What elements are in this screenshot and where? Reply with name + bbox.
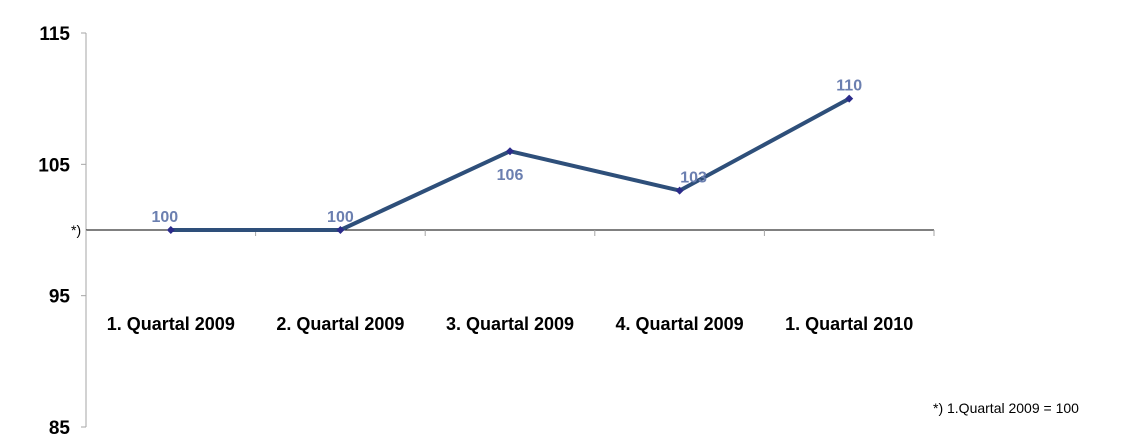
y-axis: 115 105 95 85 xyxy=(38,24,87,439)
data-label: 103 xyxy=(680,170,707,187)
data-labels: 100 100 106 103 110 xyxy=(151,78,862,226)
x-tick-label: 1. Quartal 2009 xyxy=(107,314,235,334)
x-tick-label: 4. Quartal 2009 xyxy=(616,314,744,334)
data-point-marker xyxy=(845,94,854,103)
x-axis: 1. Quartal 2009 2. Quartal 2009 3. Quartal… xyxy=(85,229,935,334)
data-label: 100 xyxy=(327,209,354,226)
y-tick-label: 105 xyxy=(38,155,70,176)
x-tick-label: 2. Quartal 2009 xyxy=(276,314,404,334)
data-point-marker xyxy=(336,226,345,234)
x-tick-label: 3. Quartal 2009 xyxy=(446,314,574,334)
series-line-group xyxy=(166,94,854,234)
y-tick-label: 115 xyxy=(39,24,70,45)
y-tick-label: 85 xyxy=(49,418,71,439)
x-tick-label: 1. Quartal 2010 xyxy=(785,314,913,334)
y-tick-label: 95 xyxy=(49,287,71,308)
data-label: 106 xyxy=(497,167,524,184)
data-point-marker xyxy=(675,186,684,195)
data-label: 100 xyxy=(151,209,178,226)
data-point-marker xyxy=(166,226,175,234)
baseline-marker: *) xyxy=(71,222,81,238)
series-line xyxy=(170,96,851,232)
footnote: *) 1.Quartal 2009 = 100 xyxy=(933,400,1079,416)
data-label: 110 xyxy=(836,78,862,95)
data-point-marker xyxy=(506,147,514,156)
